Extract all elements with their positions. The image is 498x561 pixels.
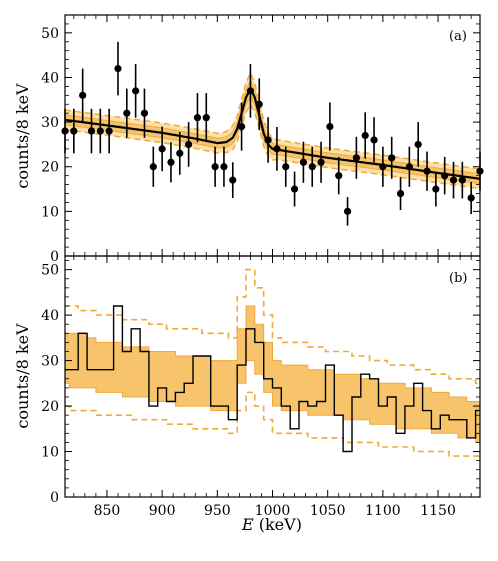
- data-point: [467, 194, 475, 202]
- data-point: [290, 185, 299, 193]
- data-point: [140, 109, 149, 117]
- data-point: [343, 207, 352, 215]
- panel-b-ylabel: counts/8 keV: [13, 323, 32, 429]
- data-point: [361, 131, 369, 140]
- x-axis-label-symbol: E: [241, 515, 254, 534]
- data-point: [449, 176, 458, 184]
- y-tick-label: 30: [41, 115, 59, 131]
- data-point: [255, 100, 263, 108]
- y-tick-label: 50: [41, 263, 59, 279]
- data-point: [246, 87, 255, 95]
- inner-band-lower-edge: [64, 95, 481, 185]
- y-tick-label: 0: [50, 249, 59, 265]
- data-point: [308, 163, 316, 171]
- data-point: [79, 91, 87, 99]
- data-point: [458, 176, 466, 184]
- y-tick-label: 30: [41, 354, 59, 370]
- panel-b-x-ticks: 850 900 950 1000 1050 1100 1150: [73, 256, 472, 519]
- x-tick-label: 1100: [365, 503, 401, 519]
- panel-a-x-ticks: [73, 15, 472, 256]
- data-point: [114, 64, 122, 73]
- data-point: [326, 122, 334, 131]
- data-point: [123, 109, 131, 117]
- y-tick-label: 20: [41, 399, 59, 415]
- data-point: [70, 127, 78, 135]
- data-point: [396, 189, 405, 198]
- y-tick-label: 40: [41, 308, 59, 324]
- data-point: [370, 136, 378, 144]
- data-point: [211, 163, 219, 171]
- panel-b: 0 10 20 30 40 50 850 900 950 1000 1050 1100 1150 (b…: [13, 255, 481, 534]
- data-point: [220, 163, 228, 171]
- y-tick-label: 0: [50, 490, 59, 506]
- data-point: [352, 154, 360, 162]
- x-tick-label: 1000: [255, 503, 291, 519]
- panel-b-label: (b): [449, 271, 467, 286]
- data-point: [96, 127, 104, 135]
- data-point: [405, 163, 413, 171]
- data-point: [185, 140, 193, 149]
- y-tick-label: 50: [41, 26, 59, 42]
- data-point: [379, 163, 387, 171]
- outer-band-lower-edge: [64, 102, 481, 190]
- y-tick-label: 20: [41, 160, 59, 176]
- x-tick-label: 950: [204, 503, 231, 519]
- data-point: [193, 114, 202, 122]
- data-point: [335, 172, 343, 180]
- band-95-upper: [65, 268, 480, 385]
- data-point: [132, 87, 140, 95]
- x-tick-label: 1050: [310, 503, 346, 519]
- data-point: [423, 167, 431, 175]
- data-histogram: [65, 305, 480, 453]
- data-point: [167, 158, 175, 166]
- data-point: [176, 149, 184, 157]
- data-point: [149, 163, 157, 171]
- panel-a-y-ticks: 0 10 20 30 40 50: [41, 14, 480, 265]
- y-tick-label: 10: [41, 445, 59, 461]
- data-point: [264, 136, 272, 144]
- data-point: [432, 185, 440, 193]
- data-point: [202, 114, 210, 122]
- x-axis-label: E (keV): [241, 515, 302, 534]
- data-point: [237, 122, 246, 131]
- data-point: [273, 145, 281, 153]
- data-point: [299, 158, 308, 166]
- panel-a-label: (a): [449, 29, 467, 44]
- y-tick-label: 10: [41, 204, 59, 220]
- panel-a-ylabel: counts/8 keV: [13, 83, 32, 189]
- x-tick-label: 850: [94, 503, 121, 519]
- y-tick-label: 40: [41, 70, 59, 86]
- data-point: [87, 127, 96, 135]
- panel-a: 0 10 20 30 40 50 (a) counts/8 keV: [13, 14, 484, 265]
- data-point: [105, 127, 113, 135]
- x-axis-label-unit: (keV): [259, 515, 302, 534]
- data-point: [414, 140, 422, 149]
- data-point: [229, 176, 237, 184]
- data-point: [317, 158, 325, 166]
- data-point: [441, 172, 449, 180]
- panel-b-y-ticks: 0 10 20 30 40 50: [41, 260, 480, 506]
- data-point: [282, 163, 290, 171]
- x-tick-label: 1150: [420, 503, 456, 519]
- data-point: [388, 154, 396, 162]
- data-point: [158, 145, 166, 153]
- band-95-lower: [65, 391, 480, 457]
- x-tick-label: 900: [149, 503, 176, 519]
